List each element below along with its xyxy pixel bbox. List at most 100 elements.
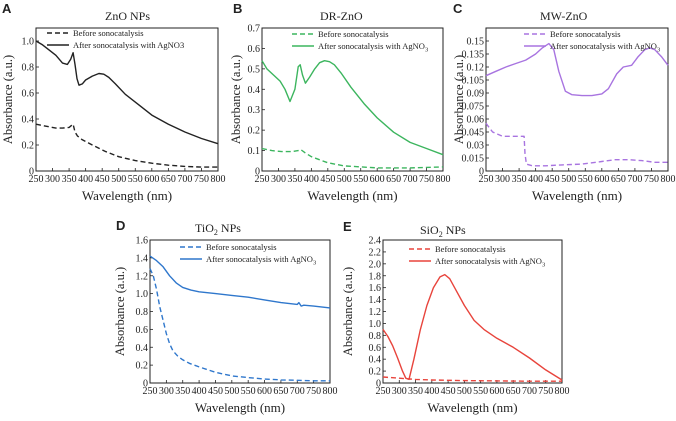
x-tick-label: 550 bbox=[473, 386, 488, 397]
x-tick-label: 400 bbox=[78, 174, 93, 185]
title-text: TiO bbox=[195, 221, 214, 235]
x-tick-label: 550 bbox=[128, 174, 143, 185]
x-tick-label: 750 bbox=[306, 386, 321, 397]
x-axis-label: Wavelength (nm) bbox=[427, 400, 517, 415]
series-line-after bbox=[35, 40, 219, 145]
x-tick-label: 250 bbox=[255, 174, 270, 185]
legend-after-subscript: 3 bbox=[180, 40, 184, 50]
x-tick-label: 550 bbox=[241, 386, 256, 397]
y-tick-label: 2.2 bbox=[369, 247, 382, 258]
legend-after-subscript: 3 bbox=[425, 47, 428, 54]
y-tick-label: 1.6 bbox=[136, 236, 149, 247]
x-tick-label: 650 bbox=[273, 386, 288, 397]
y-tick-label: 2.0 bbox=[369, 259, 382, 270]
title-text: NPs bbox=[443, 223, 466, 237]
chart-title: DR-ZnO bbox=[320, 9, 363, 23]
x-tick-label: 800 bbox=[555, 386, 570, 397]
series-line-before bbox=[149, 268, 330, 382]
x-tick-label: 450 bbox=[545, 174, 560, 185]
legend-label-before: Before sonocatalysis bbox=[318, 29, 389, 39]
legend-label-before: Before sonocatalysis bbox=[550, 29, 621, 39]
x-tick-label: 450 bbox=[95, 174, 110, 185]
y-tick-label: 0.135 bbox=[462, 50, 485, 61]
x-tick-label: 250 bbox=[143, 386, 158, 397]
x-tick-label: 500 bbox=[561, 174, 576, 185]
x-tick-label: 600 bbox=[370, 174, 385, 185]
y-tick-label: 1.8 bbox=[369, 271, 382, 282]
legend-after-subscript: 3 bbox=[657, 47, 660, 54]
plot-frame bbox=[261, 27, 444, 172]
y-tick-label: 0.6 bbox=[22, 89, 35, 100]
y-tick-label: 0.5 bbox=[248, 64, 261, 75]
y-tick-label: 0 bbox=[143, 379, 148, 390]
x-tick-label: 600 bbox=[489, 386, 504, 397]
y-tick-label: 0.015 bbox=[462, 154, 485, 165]
x-tick-label: 400 bbox=[192, 386, 207, 397]
x-tick-label: 250 bbox=[29, 174, 44, 185]
legend: Before sonocatalysis After sonocatalysis … bbox=[180, 242, 316, 267]
series-line-before bbox=[485, 122, 668, 167]
x-tick-label: 550 bbox=[578, 174, 593, 185]
y-tick-label: 1.0 bbox=[136, 289, 149, 300]
x-tick-label: 300 bbox=[495, 174, 510, 185]
x-tick-label: 800 bbox=[211, 174, 226, 185]
y-tick-label: 0.045 bbox=[462, 128, 485, 139]
x-tick-label: 350 bbox=[175, 386, 190, 397]
y-tick-label: 0.105 bbox=[462, 76, 485, 87]
y-tick-label: 1.2 bbox=[136, 271, 149, 282]
x-tick-label: 750 bbox=[194, 174, 209, 185]
y-tick-label: 0.075 bbox=[462, 102, 485, 113]
x-tick-label: 800 bbox=[436, 174, 451, 185]
y-tick-label: 0.8 bbox=[136, 307, 149, 318]
series-line-before bbox=[382, 376, 562, 382]
y-tick-label: 0.7 bbox=[248, 24, 261, 35]
panel-letter: C bbox=[453, 1, 463, 16]
title-text: MW-ZnO bbox=[540, 9, 588, 23]
chart-panel-d: D TiO2 NPs 0 0.2 0.4 0.6 0.8 1.0 1.2 1.4 1.6 250 300… bbox=[113, 218, 338, 415]
chart-title: MW-ZnO bbox=[540, 9, 588, 23]
x-tick-label: 750 bbox=[419, 174, 434, 185]
x-tick-label: 800 bbox=[323, 386, 338, 397]
x-tick-label: 300 bbox=[392, 386, 407, 397]
legend: Before sonocatalysis After sonocatalysis … bbox=[47, 28, 184, 50]
x-axis-label: Wavelength (nm) bbox=[532, 188, 622, 203]
x-tick-label: 500 bbox=[457, 386, 472, 397]
chart-title: TiO2 NPs bbox=[195, 221, 241, 237]
title-subscript: 2 bbox=[439, 230, 443, 239]
x-tick-label: 700 bbox=[403, 174, 418, 185]
panel-letter: B bbox=[233, 1, 242, 16]
y-tick-label: 0.4 bbox=[369, 355, 382, 366]
legend-label-before: Before sonocatalysis bbox=[206, 242, 277, 252]
chart-panel-e: E SiO2 NPs 00.20.40.60.81.01.21.41.61.82.0… bbox=[341, 219, 570, 415]
legend-after-text: After sonocatalysis with AgNO bbox=[73, 40, 180, 50]
x-tick-label: 350 bbox=[512, 174, 527, 185]
series-line-after bbox=[382, 273, 563, 381]
series-line-after bbox=[261, 60, 444, 156]
title-text: DR-ZnO bbox=[320, 9, 363, 23]
panel-letter: E bbox=[343, 219, 352, 234]
y-tick-label: 0.12 bbox=[467, 63, 485, 74]
y-axis-label: Absorbance (a.u.) bbox=[341, 267, 355, 356]
legend-label-after: After sonocatalysis with AgNO3 bbox=[318, 41, 428, 54]
x-tick-label: 350 bbox=[62, 174, 77, 185]
title-text: NPs bbox=[218, 221, 241, 235]
x-tick-label: 650 bbox=[611, 174, 626, 185]
legend: Before sonocatalysis After sonocatalysis … bbox=[524, 29, 660, 54]
y-tick-label: 1.2 bbox=[369, 307, 382, 318]
y-tick-label: 0.3 bbox=[248, 105, 261, 116]
chart-title: SiO2 NPs bbox=[420, 223, 466, 239]
x-tick-label: 350 bbox=[408, 386, 423, 397]
legend-after-subscript: 3 bbox=[313, 260, 316, 267]
x-tick-label: 300 bbox=[45, 174, 60, 185]
y-tick-label: 2.4 bbox=[369, 236, 382, 247]
legend-after-text: After sonocatalysis with AgNO bbox=[435, 256, 542, 266]
y-tick-label: 0.03 bbox=[467, 141, 485, 152]
x-tick-label: 700 bbox=[522, 386, 537, 397]
y-tick-label: 1.0 bbox=[369, 319, 382, 330]
y-tick-label: 0.4 bbox=[248, 85, 261, 96]
x-tick-label: 450 bbox=[320, 174, 335, 185]
x-tick-label: 700 bbox=[627, 174, 642, 185]
series-line-before bbox=[261, 147, 444, 169]
